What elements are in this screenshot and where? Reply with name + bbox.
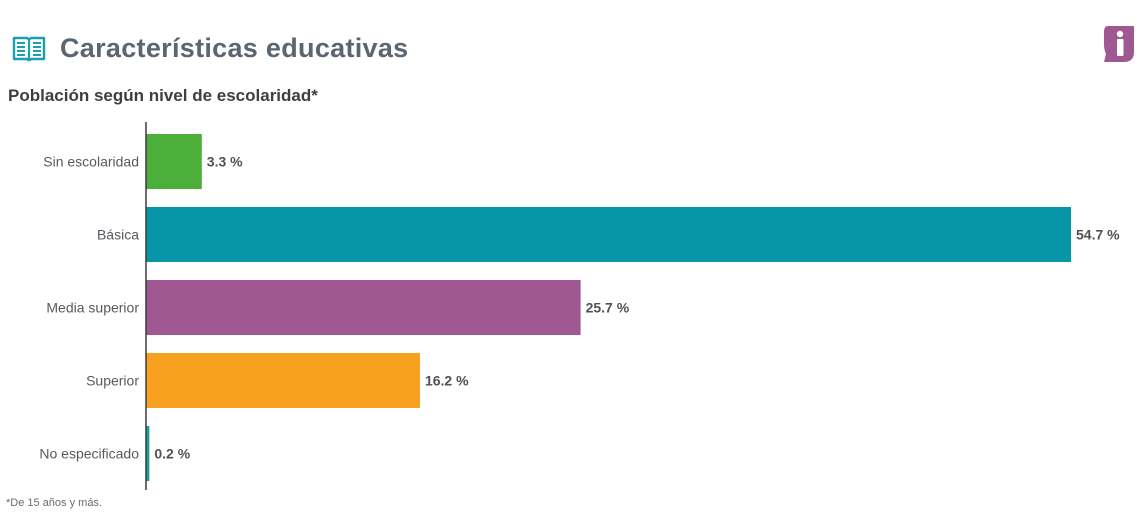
value-label: 54.7 % bbox=[1076, 227, 1120, 243]
info-icon[interactable] bbox=[1102, 24, 1136, 64]
footnote: *De 15 años y más. bbox=[6, 497, 102, 509]
category-label: Media superior bbox=[46, 300, 139, 316]
bar bbox=[146, 426, 150, 481]
category-label: Sin escolaridad bbox=[43, 154, 139, 170]
category-label: Básica bbox=[97, 227, 139, 243]
value-label: 16.2 % bbox=[425, 373, 469, 389]
bar bbox=[146, 353, 420, 408]
bar bbox=[146, 207, 1071, 262]
section-header: Características educativas bbox=[12, 28, 409, 68]
bar-chart: Sin escolaridad 3.3 % Básica 54.7 % Media su… bbox=[39, 122, 1120, 490]
value-label: 0.2 % bbox=[154, 446, 190, 462]
value-label: 3.3 % bbox=[207, 154, 243, 170]
open-book-icon bbox=[12, 36, 46, 62]
bar bbox=[146, 280, 581, 335]
section-title: Características educativas bbox=[60, 32, 409, 63]
value-label: 25.7 % bbox=[586, 300, 630, 316]
category-label: Superior bbox=[86, 373, 139, 389]
bar bbox=[146, 134, 202, 189]
category-label: No especificado bbox=[39, 446, 139, 462]
chart-title: Población según nivel de escolaridad* bbox=[8, 86, 318, 105]
